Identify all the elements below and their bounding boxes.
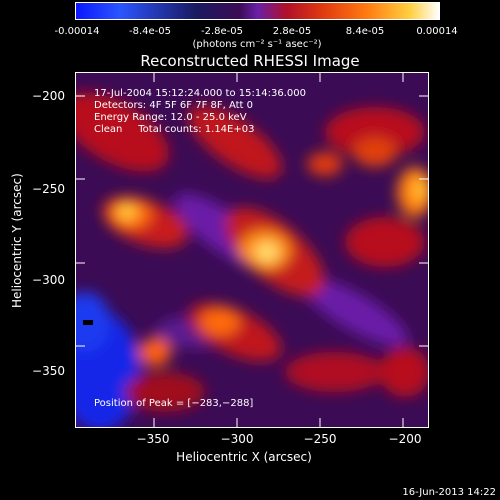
y-tick-label: −300 bbox=[32, 273, 65, 287]
annotation-time: 17-Jul-2004 15:12:24.000 to 15:14:36.000 bbox=[94, 88, 306, 99]
image-plot bbox=[75, 72, 429, 428]
x-axis-label: Heliocentric X (arcsec) bbox=[176, 450, 312, 464]
chart-title: Reconstructed RHESSI Image bbox=[140, 52, 360, 70]
colorbar-units: (photons cm⁻² s⁻¹ asec⁻²) bbox=[192, 39, 322, 50]
colorbar-tick-label: -8.4e-05 bbox=[129, 26, 171, 37]
axis-ticks bbox=[75, 72, 429, 428]
emission-blobs bbox=[75, 92, 429, 428]
colorbar-tick-label: -2.8e-05 bbox=[201, 26, 243, 37]
x-tick-label: −300 bbox=[220, 432, 254, 446]
colorbar-tick-label: 8.4e-05 bbox=[345, 26, 385, 37]
y-tick-label: −250 bbox=[32, 182, 65, 196]
y-tick-label: −350 bbox=[32, 364, 65, 378]
x-tick-label: −200 bbox=[388, 432, 422, 446]
colorbar-tick-label: -0.00014 bbox=[54, 26, 100, 37]
annotation-peak: Position of Peak = [−283,−288] bbox=[94, 398, 254, 409]
colorbar bbox=[75, 2, 440, 20]
annotation-clean: Clean Total counts: 1.14E+03 bbox=[94, 124, 255, 135]
peak-marker bbox=[83, 320, 93, 325]
colorbar-tick-label: 0.00014 bbox=[416, 26, 458, 37]
x-tick-label: −250 bbox=[303, 432, 337, 446]
annotation-energy: Energy Range: 12.0 - 25.0 keV bbox=[94, 112, 247, 123]
y-axis-label: Heliocentric Y (arcsec) bbox=[10, 173, 24, 308]
annotation-detectors: Detectors: 4F 5F 6F 7F 8F, Att 0 bbox=[94, 100, 254, 111]
x-tick-label: −350 bbox=[136, 432, 170, 446]
y-tick-label: −200 bbox=[32, 89, 65, 103]
colorbar-tick-label: 2.8e-05 bbox=[272, 26, 312, 37]
timestamp: 16-Jun-2013 14:22 bbox=[402, 487, 496, 498]
